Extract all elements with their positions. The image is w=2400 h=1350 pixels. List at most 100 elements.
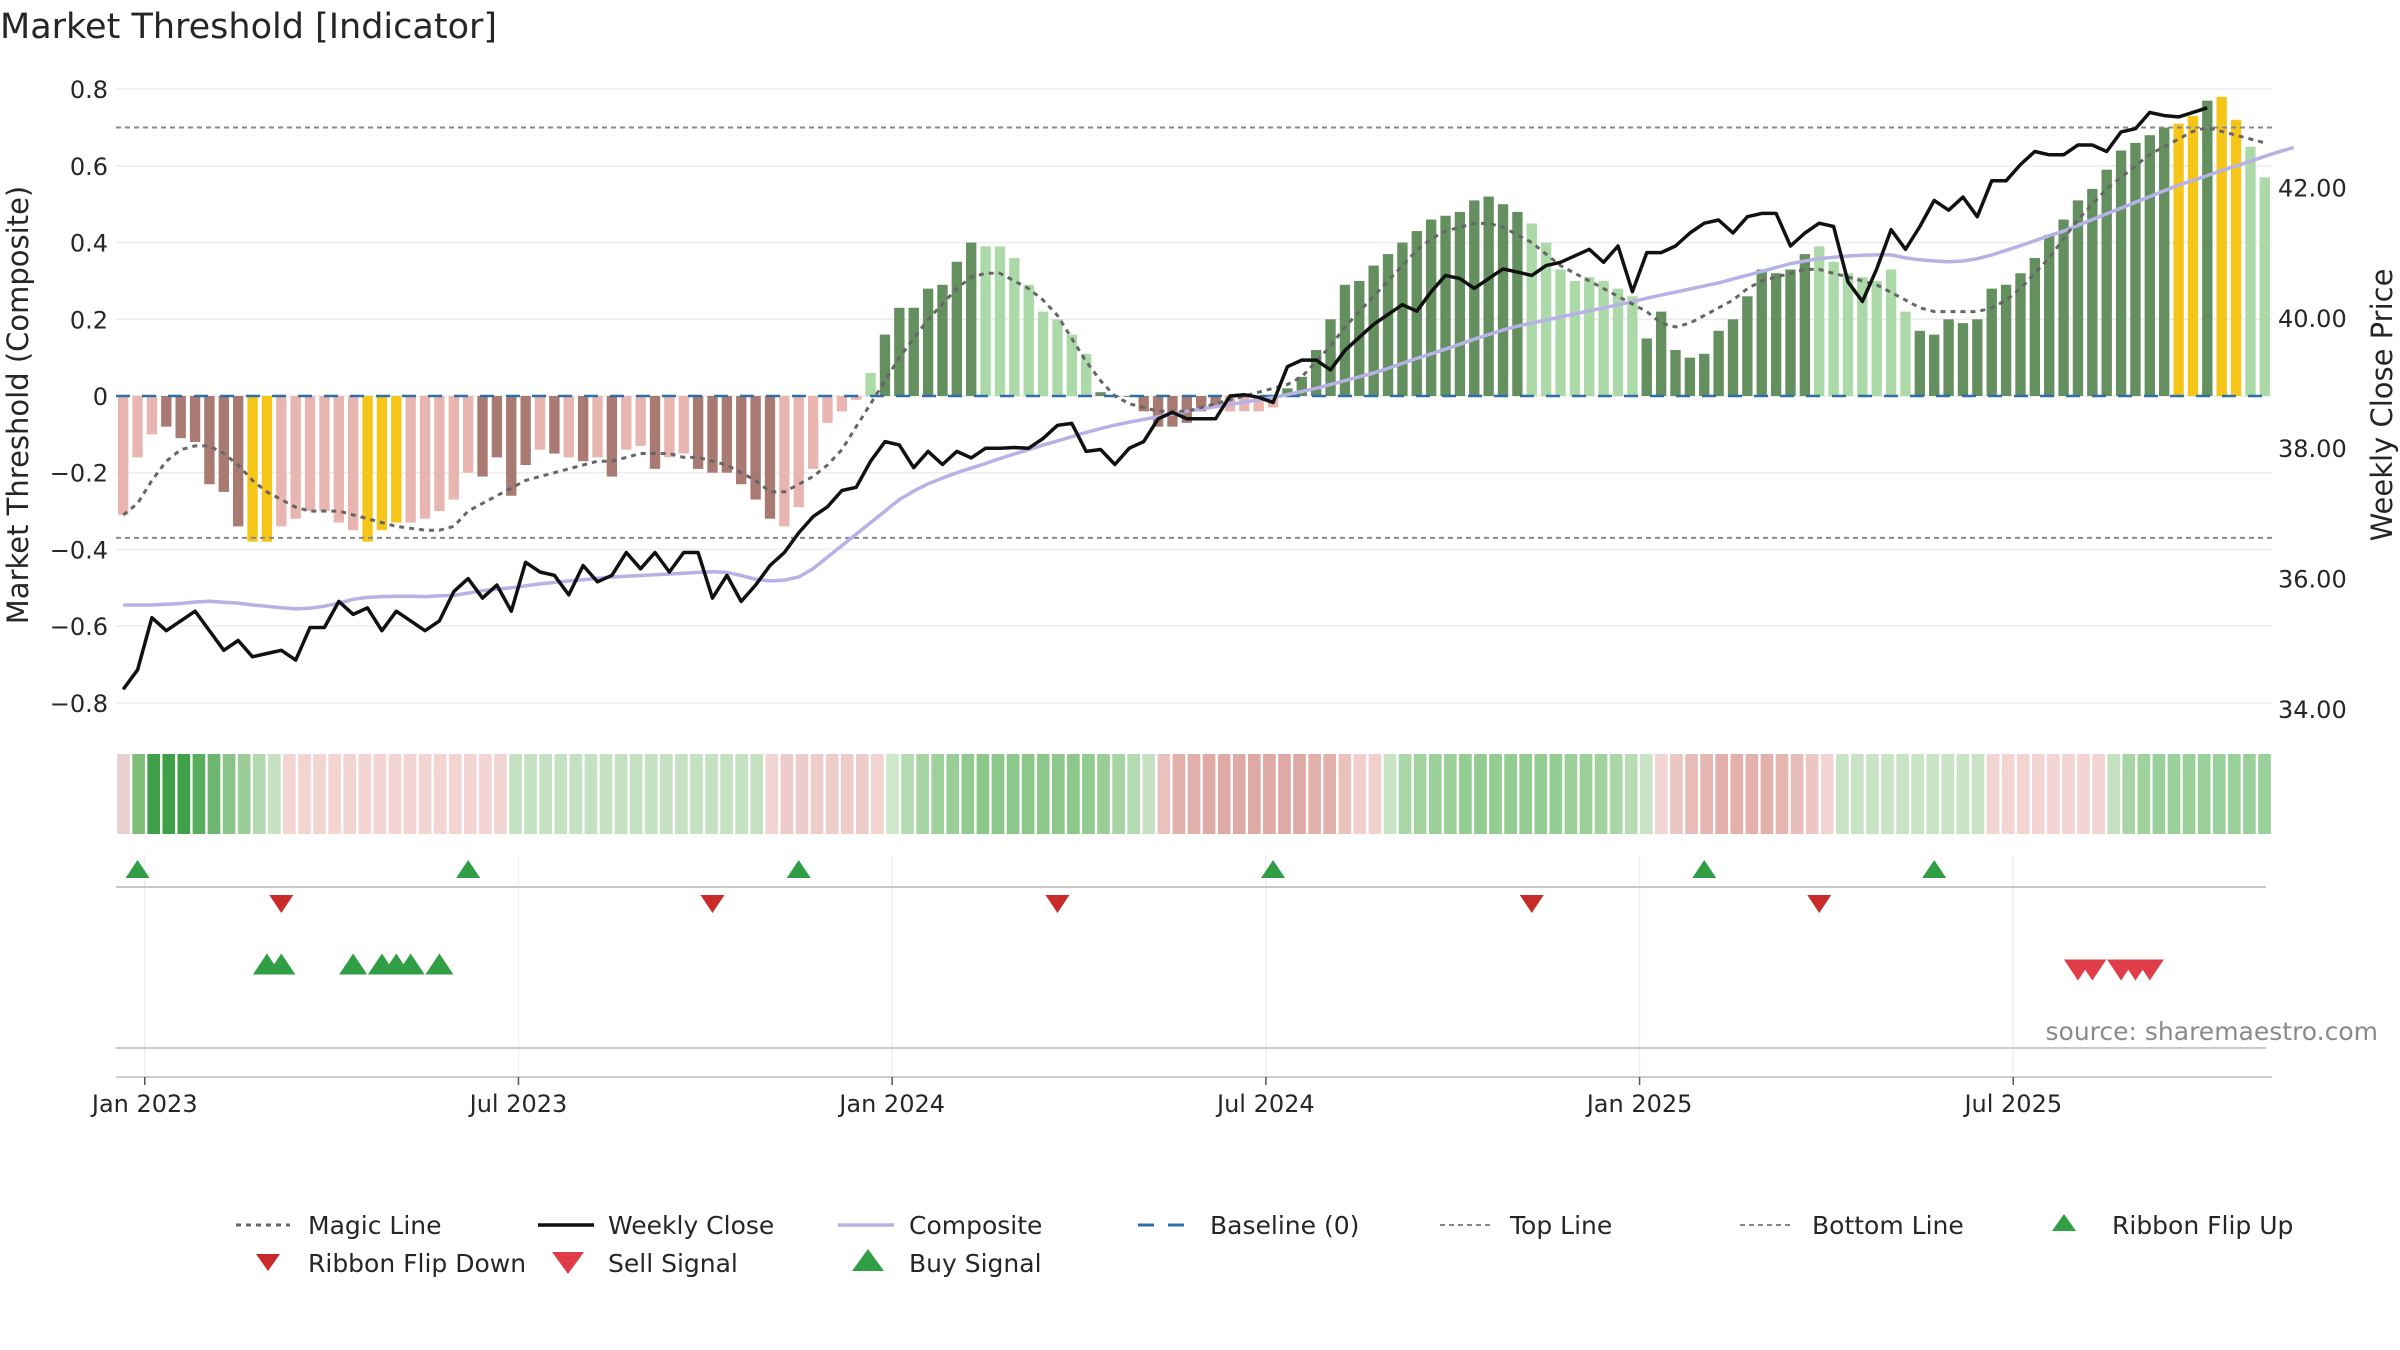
ribbon-cell bbox=[2197, 754, 2211, 834]
composite-bar bbox=[2115, 150, 2127, 396]
legend-item-ribbon-flip-up: Ribbon Flip Up bbox=[2052, 1211, 2293, 1240]
composite-bar bbox=[232, 396, 244, 527]
left-tick-label: −0.6 bbox=[50, 613, 108, 641]
composite-bar bbox=[966, 242, 977, 396]
composite-bar bbox=[1929, 334, 1940, 396]
legend-item-magic-line: Magic Line bbox=[236, 1211, 442, 1240]
ribbon-cell bbox=[1187, 754, 1201, 834]
composite-bar bbox=[1210, 396, 1221, 408]
ribbon-cell bbox=[705, 754, 718, 834]
x-axis-ticks: Jan 2023 Jul 2023 Jan 2024 Jul 2024 Jan 2025… bbox=[90, 1077, 2062, 1118]
ribbon-cell bbox=[2062, 754, 2075, 834]
left-tick-label: −0.8 bbox=[50, 690, 108, 718]
ribbon-cell bbox=[403, 754, 417, 834]
composite-bar bbox=[721, 396, 733, 473]
ribbon-cell bbox=[2167, 754, 2181, 834]
right-tick-label: 34.00 bbox=[2278, 696, 2347, 724]
legend-label-magic-line: Magic Line bbox=[308, 1211, 442, 1240]
left-tick-label: −0.4 bbox=[50, 536, 108, 564]
composite-bar bbox=[1497, 204, 1509, 396]
legend-item-weekly-close: Weekly Close bbox=[538, 1211, 774, 1240]
composite-bar bbox=[1368, 265, 1379, 396]
composite-bar bbox=[1512, 211, 1523, 396]
buy-signal-marker bbox=[425, 953, 454, 975]
composite-bar bbox=[1957, 323, 1969, 396]
ribbon-cell bbox=[1127, 754, 1141, 834]
ribbon-cell bbox=[1443, 754, 1457, 834]
composite-bar bbox=[1382, 254, 1394, 396]
composite-bar bbox=[1900, 311, 1911, 396]
legend-label-baseline: Baseline (0) bbox=[1210, 1211, 1359, 1240]
ribbon-cell bbox=[916, 754, 929, 834]
ribbon-cell bbox=[1263, 754, 1276, 834]
composite-bar bbox=[434, 396, 445, 512]
buy-signal-marker bbox=[339, 953, 368, 975]
composite-line bbox=[123, 145, 2295, 611]
ribbon-cell bbox=[1308, 754, 1321, 834]
ribbon-cell bbox=[267, 754, 281, 834]
ribbon-cell bbox=[1504, 754, 1517, 834]
left-tick-label: −0.2 bbox=[50, 460, 108, 488]
composite-bar bbox=[951, 261, 963, 396]
ribbon-cell bbox=[252, 754, 266, 834]
legend-item-baseline: Baseline (0) bbox=[1138, 1211, 1359, 1240]
composite-bar bbox=[2173, 123, 2184, 396]
ribbon-cell bbox=[343, 754, 357, 834]
composite-bar bbox=[1440, 215, 1451, 396]
left-tick-label: 0.8 bbox=[70, 76, 108, 104]
composite-bar bbox=[462, 396, 474, 473]
ribbon-cell bbox=[2001, 754, 2015, 834]
ribbon-cell bbox=[373, 754, 387, 834]
composite-bar bbox=[146, 396, 158, 435]
composite-bar bbox=[2000, 284, 2012, 396]
series-lines bbox=[121, 106, 2295, 691]
composite-bar bbox=[477, 396, 488, 477]
legend-item-top-line: Top Line bbox=[1440, 1211, 1612, 1240]
composite-bar bbox=[2216, 96, 2227, 397]
composite-bar bbox=[1727, 319, 1739, 396]
ribbon-cell bbox=[1760, 754, 1774, 834]
ribbon-cell bbox=[1851, 754, 1864, 834]
composite-bar bbox=[1483, 196, 1494, 396]
composite-bar bbox=[807, 396, 819, 469]
composite-bar bbox=[261, 396, 273, 542]
composite-bar bbox=[793, 396, 804, 508]
ribbon-cell bbox=[2122, 754, 2136, 834]
ribbon-cell bbox=[871, 754, 884, 834]
composite-bar bbox=[994, 246, 1006, 396]
legend-label-weekly-close: Weekly Close bbox=[608, 1211, 774, 1240]
ribbon-cell bbox=[1293, 754, 1306, 834]
composite-bar bbox=[836, 396, 848, 412]
x-tick-label: Jul 2025 bbox=[1962, 1090, 2062, 1118]
ribbon-cell bbox=[690, 754, 703, 834]
ribbon-cell bbox=[780, 754, 794, 834]
ribbon-cell bbox=[463, 754, 477, 834]
ribbon-cell bbox=[283, 754, 296, 834]
signal-panels bbox=[116, 855, 2272, 1078]
composite-bar bbox=[1842, 273, 1854, 396]
composite-bar bbox=[2058, 219, 2069, 396]
composite-bar bbox=[1124, 396, 1135, 397]
sell-signal-marker bbox=[2135, 959, 2164, 981]
composite-bar bbox=[2202, 100, 2213, 397]
ribbon-cell bbox=[418, 754, 432, 834]
composite-bar bbox=[290, 396, 301, 519]
composite-bar bbox=[2015, 273, 2026, 396]
composite-bar bbox=[2230, 119, 2242, 396]
composite-bar bbox=[577, 396, 589, 462]
composite-bar bbox=[2159, 127, 2170, 396]
composite-bar bbox=[520, 396, 531, 466]
ribbon-cell bbox=[132, 754, 145, 834]
ribbon-cell bbox=[931, 754, 945, 834]
ribbon-cell bbox=[177, 754, 191, 834]
ribbon-cell bbox=[1112, 754, 1125, 834]
composite-bar bbox=[1425, 219, 1437, 396]
ribbon-cell bbox=[976, 754, 990, 834]
composite-bar bbox=[937, 284, 948, 396]
ribbon-cell bbox=[1428, 754, 1442, 834]
composite-bar bbox=[549, 396, 560, 454]
composite-bar bbox=[563, 396, 574, 458]
composite-bar bbox=[247, 396, 258, 542]
ribbon-cell bbox=[117, 754, 130, 834]
ribbon-cell bbox=[1775, 754, 1789, 834]
